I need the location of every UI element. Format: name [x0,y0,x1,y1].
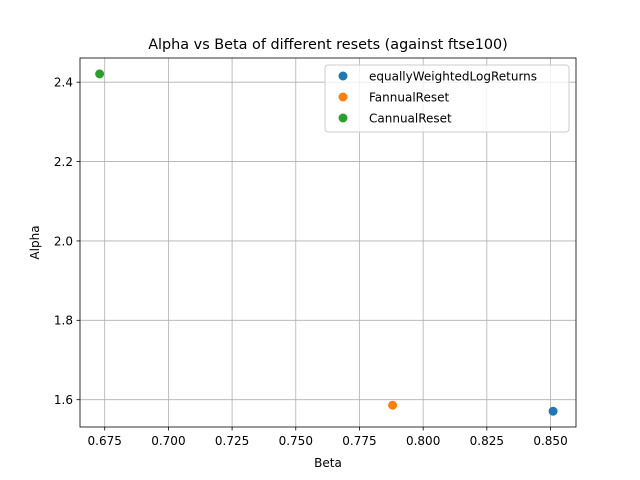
legend: equallyWeightedLogReturns FannualReset Can… [324,64,570,133]
data-point-equallyWeightedLogReturns [548,406,558,416]
x-tick-label: 0.775 [342,434,376,448]
y-tick-label: 1.6 [54,393,73,407]
x-tick-label: 0.850 [533,434,567,448]
legend-marker [338,71,348,81]
x-tick-label: 0.800 [406,434,440,448]
y-tick-label: 2.4 [54,76,73,90]
y-axis-label: Alpha [28,225,42,259]
y-tick-label: 1.8 [54,314,73,328]
legend-label: CannualReset [369,111,452,125]
chart-title: Alpha vs Beta of different resets (again… [148,37,508,53]
data-points [95,69,558,416]
plot-area-frame [79,57,577,428]
y-axis-ticks: 1.6 1.8 2.0 2.2 2.4 [54,76,80,407]
y-tick-label: 2.0 [54,234,73,248]
legend-label: equallyWeightedLogReturns [369,69,537,83]
legend-marker [338,92,348,102]
x-axis-ticks: 0.675 0.700 0.725 0.750 0.775 0.800 0.825 0.850 [88,427,568,448]
data-point-CannualReset [95,69,105,79]
legend-marker [338,113,348,123]
y-tick-label: 2.2 [54,155,73,169]
x-tick-label: 0.825 [470,434,504,448]
x-axis-label: Beta [314,456,342,470]
x-tick-label: 0.675 [88,434,122,448]
x-tick-label: 0.725 [215,434,249,448]
x-tick-label: 0.700 [151,434,185,448]
legend-box [324,64,570,133]
x-tick-label: 0.750 [279,434,313,448]
data-point-FannualReset [388,400,398,410]
legend-label: FannualReset [369,90,449,104]
